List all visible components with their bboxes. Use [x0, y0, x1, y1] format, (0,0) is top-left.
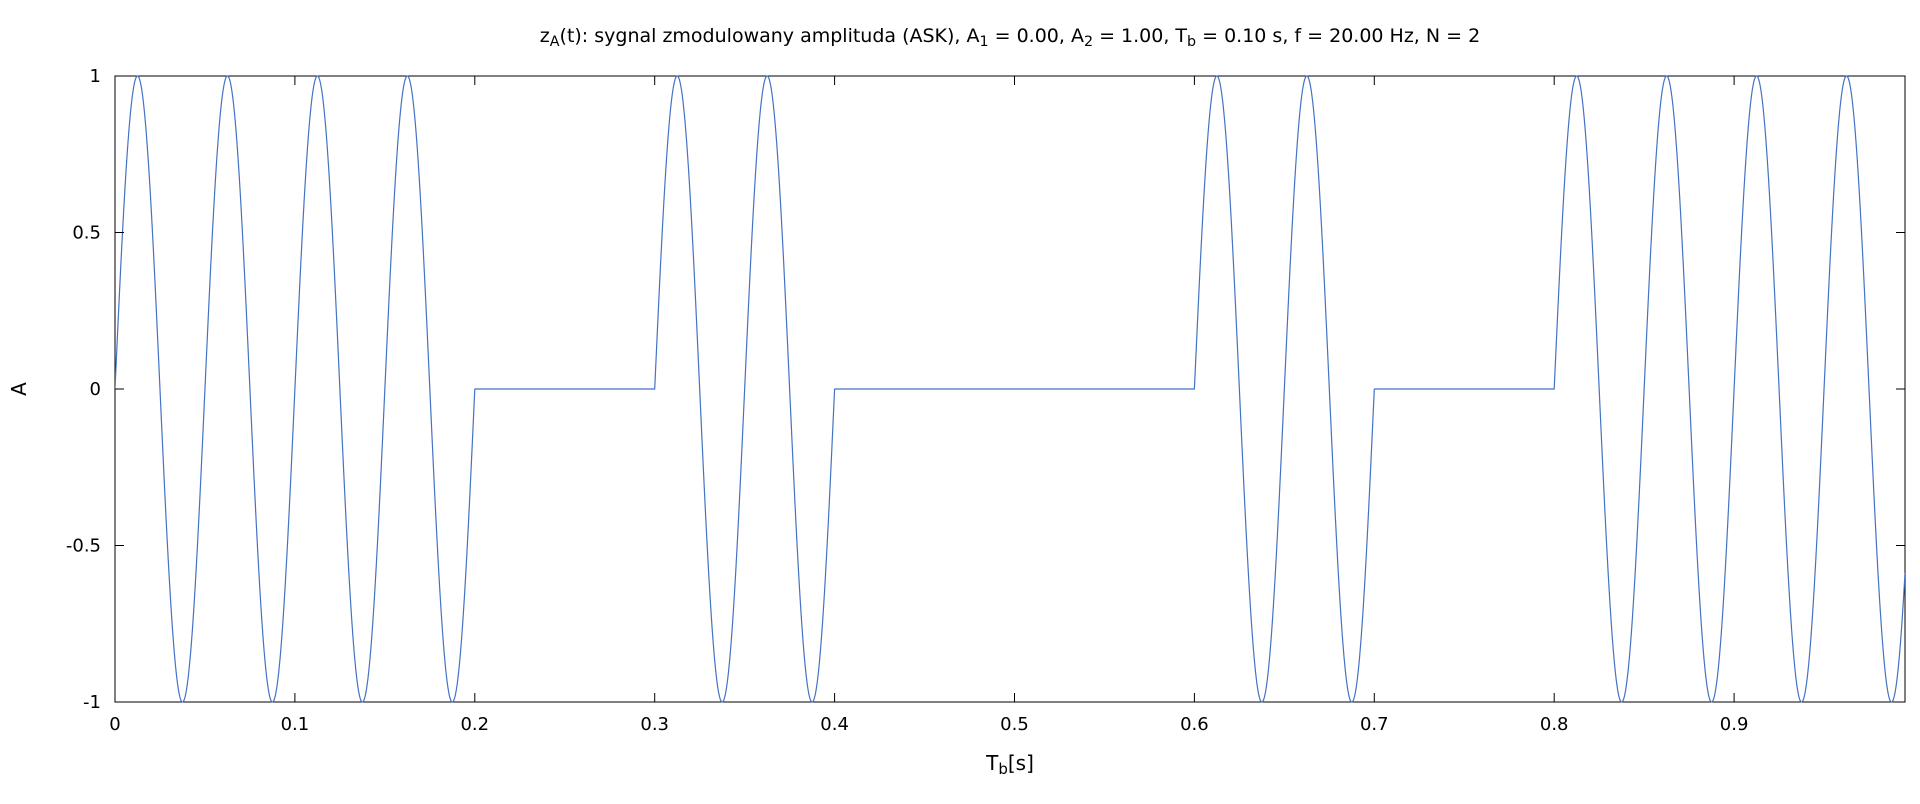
subscript-text: 1 — [980, 34, 989, 50]
x-tick-label: 0 — [109, 714, 120, 735]
signal-series-line — [115, 75, 1905, 703]
chart-title-text: zA(t): sygnal zmodulowany amplituda (ASK… — [540, 25, 1480, 50]
y-axis-label: A — [7, 382, 31, 396]
label-segment: = 0.10 s, f = 20.00 Hz, N = 2 — [1196, 25, 1480, 47]
y-tick-label: -0.5 — [66, 536, 101, 557]
label-segment: T — [985, 751, 999, 775]
y-axis-ticks: 1 0.5 0 -0.5 -1 — [66, 66, 1905, 713]
x-tick-label: 0.9 — [1720, 714, 1749, 735]
label-segment: = 1.00, T — [1093, 25, 1187, 47]
label-segment: = 0.00, A — [989, 25, 1084, 47]
y-tick-label: 0 — [90, 379, 101, 400]
x-tick-label: 0.2 — [460, 714, 489, 735]
x-tick-label: 0.6 — [1180, 714, 1209, 735]
label-segment: z — [540, 25, 550, 47]
label-segment: (t): sygnal zmodulowany amplituda (ASK),… — [560, 25, 980, 47]
plot-area — [114, 75, 1906, 703]
subscript-text: b — [998, 760, 1008, 778]
x-tick-label: 0.3 — [640, 714, 669, 735]
subscript-text: b — [1187, 34, 1196, 50]
x-tick-label: 0.8 — [1540, 714, 1569, 735]
subscript-text: A — [550, 34, 560, 50]
chart-title: zA(t): sygnal zmodulowany amplituda (ASK… — [540, 25, 1480, 50]
x-axis-label-group: Tb[s] — [985, 751, 1034, 778]
x-axis-label: Tb[s] — [985, 751, 1034, 778]
x-tick-label: 0.1 — [281, 714, 310, 735]
x-tick-label: 0.7 — [1360, 714, 1389, 735]
x-tick-label: 0.5 — [1000, 714, 1029, 735]
x-tick-label: 0.4 — [820, 714, 849, 735]
label-segment: [s] — [1008, 751, 1034, 775]
y-tick-label: -1 — [83, 692, 101, 713]
subscript-text: 2 — [1084, 34, 1093, 50]
x-axis-ticks: 0 0.1 0.2 0.3 0.4 0.5 0.6 0.7 0.8 0.9 — [109, 76, 1748, 735]
y-tick-label: 1 — [90, 66, 101, 87]
y-axis-label-group: A — [7, 382, 31, 396]
y-tick-label: 0.5 — [72, 223, 101, 244]
